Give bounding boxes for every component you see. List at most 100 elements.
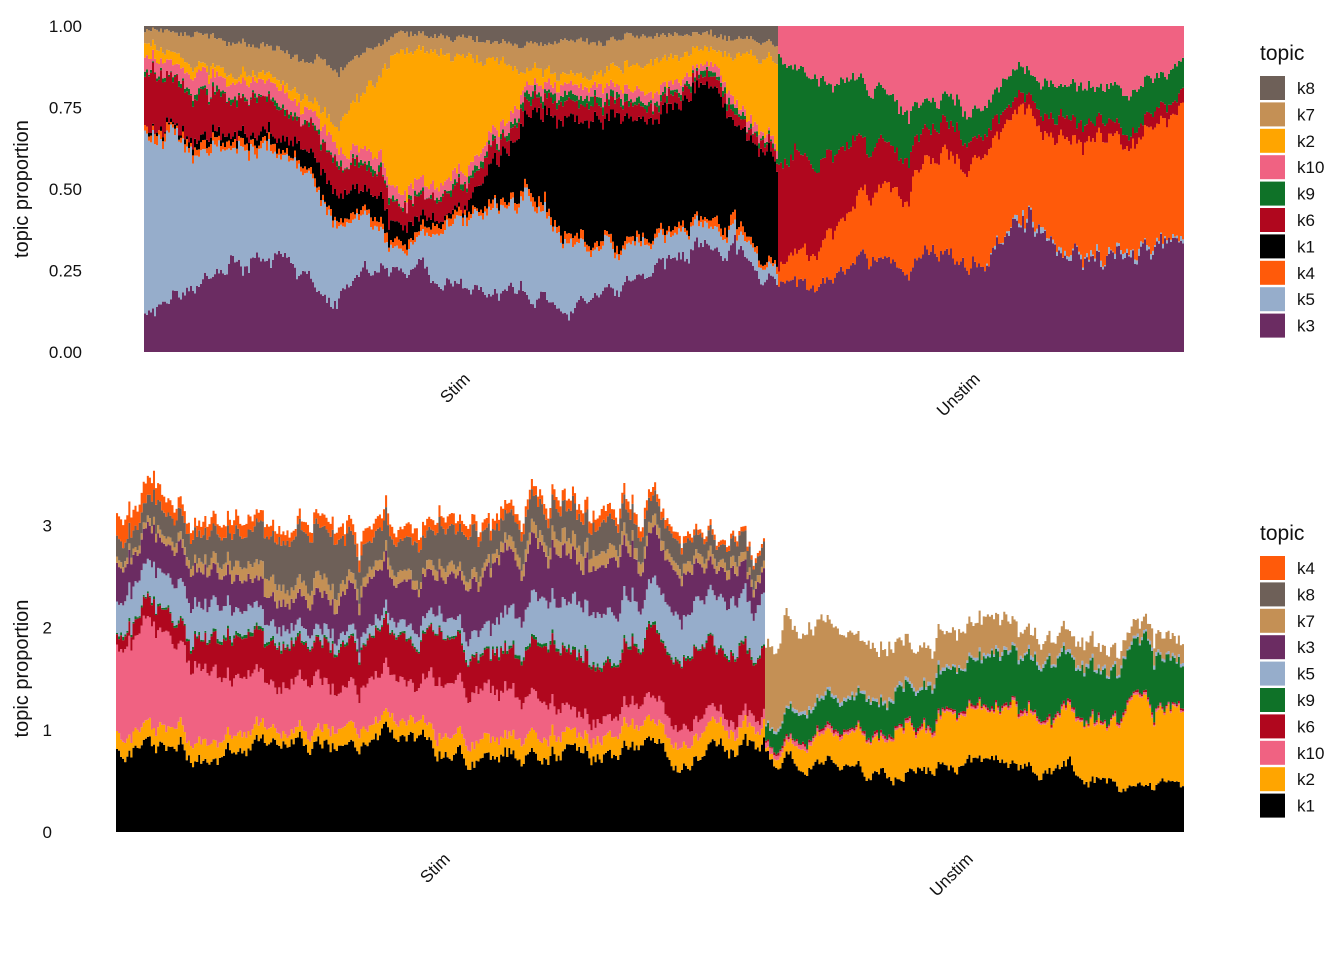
x-axis: Stim Unstim (436, 369, 983, 420)
legend: topic k8 k7 k2 k10 k9 k6 k1 k4 k5 k3 (1260, 42, 1324, 338)
legend-item-k3: k3 (1260, 313, 1315, 338)
x-axis: Stim Unstim (416, 849, 976, 900)
legend-label: k7 (1297, 612, 1315, 631)
legend-item-k5: k5 (1260, 661, 1315, 686)
legend-item-k9: k9 (1260, 181, 1315, 206)
y-axis: 0 1 2 3 topic proportion (11, 516, 52, 842)
legend-item-k6: k6 (1260, 208, 1315, 232)
bottom-structure-plot: 0 1 2 3 topic proportion Stim Unstim topic k4 k8 k… (11, 470, 1324, 900)
area-series-k7 (144, 26, 1184, 132)
legend-label: k5 (1297, 290, 1315, 309)
legend-label: k1 (1297, 237, 1315, 256)
area-series-k8 (144, 26, 1184, 78)
legend-item-k4: k4 (1260, 260, 1315, 285)
stacked-areas (116, 470, 1184, 832)
legend-label: k2 (1297, 770, 1315, 789)
legend-item-k1: k1 (1260, 793, 1315, 818)
legend-swatch (1260, 181, 1285, 206)
legend-swatch (1260, 556, 1285, 580)
legend-swatch (1260, 102, 1285, 127)
area-series-k10 (144, 26, 1184, 214)
legend-item-k6: k6 (1260, 714, 1315, 739)
area-series-k8 (116, 489, 1184, 659)
legend-label: k6 (1297, 717, 1315, 736)
legend-label: k6 (1297, 211, 1315, 230)
y-axis-label: topic proportion (11, 600, 33, 738)
legend-label: k8 (1297, 79, 1315, 98)
legend-item-k8: k8 (1260, 582, 1315, 607)
area-series-k3 (116, 522, 1184, 732)
legend-label: k9 (1297, 691, 1315, 710)
legend-label: k8 (1297, 585, 1315, 604)
y-tick-label: 1.00 (49, 17, 82, 36)
y-tick-label: 0 (43, 823, 52, 842)
area-series-k1 (116, 721, 1184, 832)
legend-item-k5: k5 (1260, 287, 1315, 312)
y-tick-label: 0.00 (49, 343, 82, 362)
legend-swatch (1260, 793, 1285, 818)
y-tick-label: 1 (43, 721, 52, 740)
legend-swatch (1260, 714, 1285, 739)
x-tick-label-unstim: Unstim (933, 369, 984, 420)
legend-item-k1: k1 (1260, 234, 1315, 259)
legend-swatch (1260, 313, 1285, 338)
x-tick-label-stim: Stim (436, 369, 473, 406)
legend-item-k2: k2 (1260, 128, 1315, 153)
y-tick-label: 0.25 (49, 262, 82, 281)
stacked-areas (144, 26, 1184, 352)
legend-label: k9 (1297, 185, 1315, 204)
legend: topic k4 k8 k7 k3 k5 k9 k6 k10 k2 k1 (1260, 522, 1324, 818)
legend-item-k7: k7 (1260, 102, 1315, 127)
legend-swatch (1260, 767, 1285, 792)
area-series-k5 (144, 124, 1184, 321)
y-axis-label: topic proportion (11, 120, 33, 258)
legend-swatch (1260, 661, 1285, 686)
legend-label: k5 (1297, 665, 1315, 684)
y-tick-label: 0.75 (49, 99, 82, 118)
legend-label: k4 (1297, 264, 1315, 283)
legend-label: k10 (1297, 158, 1324, 177)
legend-item-k3: k3 (1260, 635, 1315, 660)
legend-label: k1 (1297, 797, 1315, 816)
area-series-k2 (116, 694, 1184, 793)
legend-swatch (1260, 635, 1285, 660)
area-series-k1 (144, 80, 1184, 272)
area-series-k9 (144, 53, 1184, 214)
x-tick-label-unstim: Unstim (926, 849, 977, 900)
legend-label: k7 (1297, 105, 1315, 124)
y-tick-label: 0.50 (49, 180, 82, 199)
legend-title: topic (1260, 42, 1304, 65)
legend-swatch (1260, 287, 1285, 312)
area-series-k6 (116, 593, 1184, 757)
area-series-k3 (144, 206, 1184, 352)
legend-swatch (1260, 688, 1285, 712)
area-series-k2 (144, 26, 1184, 203)
legend-swatch (1260, 260, 1285, 285)
legend-label: k3 (1297, 638, 1315, 657)
legend-swatch (1260, 208, 1285, 232)
legend-swatch (1260, 582, 1285, 607)
legend-swatch (1260, 155, 1285, 180)
legend-item-k8: k8 (1260, 76, 1315, 100)
area-series-k4 (116, 470, 1184, 659)
legend-item-k9: k9 (1260, 688, 1315, 712)
legend-item-k2: k2 (1260, 767, 1315, 792)
y-axis: 0.00 0.25 0.50 0.75 1.00 topic proportion (11, 17, 82, 362)
legend-title: topic (1260, 522, 1304, 545)
legend-swatch (1260, 608, 1285, 633)
y-tick-label: 3 (43, 516, 52, 535)
area-series-k7 (116, 513, 1184, 732)
legend-label: k10 (1297, 744, 1324, 763)
y-tick-label: 2 (43, 619, 52, 638)
legend-label: k4 (1297, 559, 1315, 578)
top-structure-plot: 0.00 0.25 0.50 0.75 1.00 topic proportion Stim… (11, 17, 1324, 420)
legend-item-k7: k7 (1260, 608, 1315, 633)
area-series-k9 (116, 591, 1184, 755)
legend-label: k2 (1297, 132, 1315, 151)
legend-swatch (1260, 234, 1285, 259)
legend-item-k10: k10 (1260, 740, 1324, 765)
legend-item-k10: k10 (1260, 155, 1324, 180)
x-tick-label-stim: Stim (416, 849, 453, 886)
legend-item-k4: k4 (1260, 556, 1315, 580)
